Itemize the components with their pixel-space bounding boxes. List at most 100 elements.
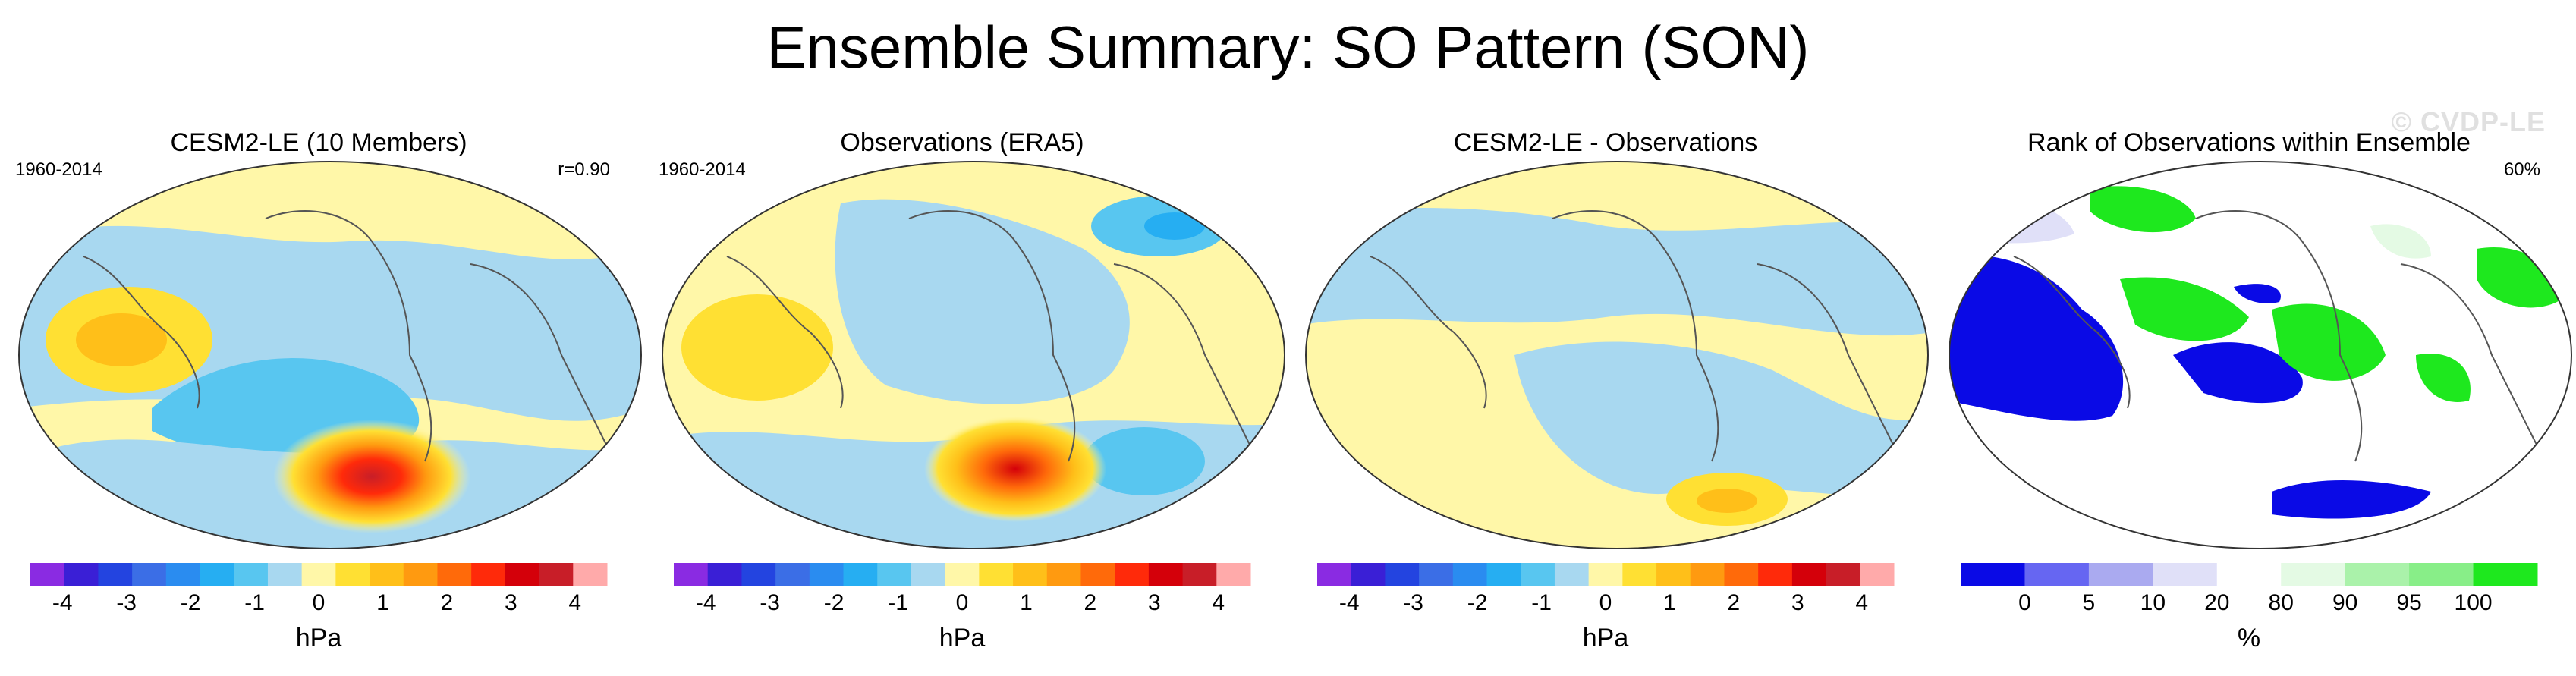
colorbar-tick-label: 2 xyxy=(1084,590,1097,615)
colorbar-swatch xyxy=(165,563,201,586)
coastline xyxy=(1370,210,1895,462)
colorbar-swatch xyxy=(30,563,65,586)
colorbar-swatch xyxy=(573,563,608,586)
south-pacific-high xyxy=(273,420,470,533)
rank-low-pacific xyxy=(2173,342,2303,404)
colorbar-tick-label: 0 xyxy=(2018,590,2031,615)
colorbar-tick-label: 5 xyxy=(2083,590,2096,615)
colorbar-swatch xyxy=(809,563,845,586)
rank-high-pacific xyxy=(2120,277,2249,341)
colorbar-swatch xyxy=(2216,563,2282,586)
map-era5 xyxy=(662,161,1285,549)
colorbar: -4 -3 -2 -1 0 1 2 3 4 xyxy=(30,563,608,615)
map-border xyxy=(1305,161,1929,549)
colorbar-swatch xyxy=(979,563,1014,586)
colorbar-swatch xyxy=(877,563,912,586)
colorbar-swatch xyxy=(234,563,269,586)
positive-anomaly-australia-core xyxy=(76,313,167,366)
colorbar-swatch xyxy=(2345,563,2410,586)
colorbar-tick-label: 3 xyxy=(1148,590,1161,615)
colorbar-tick-label: -4 xyxy=(696,590,716,615)
colorbar: -4 -3 -2 -1 0 1 2 3 4 xyxy=(674,563,1251,615)
colorbar-swatch xyxy=(674,563,709,586)
map-rank xyxy=(1949,161,2572,549)
colorbar-swatch xyxy=(370,563,404,586)
period-label: 1960-2014 xyxy=(659,159,746,180)
panel-title: Observations (ERA5) xyxy=(840,128,1084,157)
period-label: 1960-2014 xyxy=(15,159,102,180)
colorbar-swatch xyxy=(505,563,540,586)
colorbar-swatch xyxy=(843,563,878,586)
rank-mid-light xyxy=(1949,198,2074,244)
colorbar-swatch xyxy=(1758,563,1793,586)
colorbar-swatch xyxy=(1148,563,1184,586)
map-difference xyxy=(1305,161,1929,549)
panel-title: Rank of Observations within Ensemble xyxy=(2027,128,2471,157)
negative-anomaly-region xyxy=(835,199,1130,404)
colorbar-swatch xyxy=(2088,563,2153,586)
colorbar-swatch xyxy=(1317,563,1352,586)
colorbar-tick-label: 100 xyxy=(2455,590,2493,615)
colorbar-swatch xyxy=(1656,563,1691,586)
rank-mid-light-green xyxy=(2370,224,2431,259)
colorbar-tick-label: 4 xyxy=(1212,590,1225,615)
colorbar-tick-label: 0 xyxy=(1599,590,1612,615)
colorbar-swatch xyxy=(200,563,234,586)
colorbar-swatch xyxy=(2153,563,2218,586)
colorbar-swatch xyxy=(301,563,336,586)
colorbar-swatch xyxy=(1452,563,1488,586)
panel-title: CESM2-LE (10 Members) xyxy=(170,128,467,157)
colorbar-swatch xyxy=(132,563,167,586)
map-border xyxy=(18,161,642,549)
colorbar-tick-label: 10 xyxy=(2140,590,2166,615)
panel-era5: Observations (ERA5) 1960-2014 -4 -3 -2 -1 0 1… xyxy=(643,121,1285,675)
colorbar-tick-label: 3 xyxy=(1791,590,1804,615)
rank-high-east xyxy=(2477,247,2568,308)
aleutian-low-core xyxy=(1144,212,1205,240)
coastline xyxy=(83,210,608,462)
colorbar-tick-label: -2 xyxy=(1467,590,1488,615)
colorbar-tick-label: 20 xyxy=(2204,590,2229,615)
colorbar-swatch xyxy=(98,563,133,586)
map-border xyxy=(662,161,1285,549)
colorbar-swatch xyxy=(1013,563,1048,586)
colorbar-swatch xyxy=(1419,563,1454,586)
colorbar-swatch xyxy=(2281,563,2346,586)
south-pacific-high xyxy=(924,416,1106,522)
map-cesm2 xyxy=(18,161,642,549)
rank-low-indian xyxy=(1949,255,2123,421)
colorbar-swatch xyxy=(1046,563,1081,586)
colorbar-tick-label: 90 xyxy=(2332,590,2357,615)
colorbar-swatch xyxy=(1216,563,1251,586)
colorbar-swatch xyxy=(437,563,472,586)
negative-anomaly-region xyxy=(1306,208,1928,336)
unit-label: hPa xyxy=(939,624,986,652)
colorbar-swatch xyxy=(1385,563,1420,586)
colorbar-tick-label: -1 xyxy=(1531,590,1552,615)
colorbar-tick-label: -2 xyxy=(181,590,201,615)
correlation-label: r=0.90 xyxy=(558,159,610,180)
colorbar-swatch xyxy=(1182,563,1217,586)
colorbar-swatch xyxy=(267,563,303,586)
colorbar-swatch xyxy=(1791,563,1827,586)
colorbar-swatch xyxy=(1351,563,1386,586)
negative-anomaly-south xyxy=(1514,341,1928,496)
colorbar-swatch xyxy=(707,563,742,586)
colorbar-tick-label: 1 xyxy=(376,590,389,615)
colorbar-swatch xyxy=(1521,563,1555,586)
colorbar-swatch xyxy=(741,563,776,586)
unit-label: hPa xyxy=(295,624,342,652)
colorbar-tick-label: -2 xyxy=(824,590,845,615)
colorbar-swatch xyxy=(1486,563,1521,586)
colorbar-swatch xyxy=(911,563,946,586)
colorbar-swatch xyxy=(1115,563,1150,586)
rank-low-southern xyxy=(2272,480,2431,519)
panel-rank: Rank of Observations within Ensemble 60%… xyxy=(1930,121,2572,675)
positive-anomaly-australia xyxy=(681,294,833,401)
colorbar-tick-label: -1 xyxy=(244,590,265,615)
colorbar-swatch xyxy=(1622,563,1657,586)
colorbar: 0 5 10 20 80 90 95 100 xyxy=(1961,563,2538,615)
colorbar-tick-label: -4 xyxy=(52,590,73,615)
colorbar-swatch xyxy=(64,563,99,586)
coastline xyxy=(726,210,1251,462)
